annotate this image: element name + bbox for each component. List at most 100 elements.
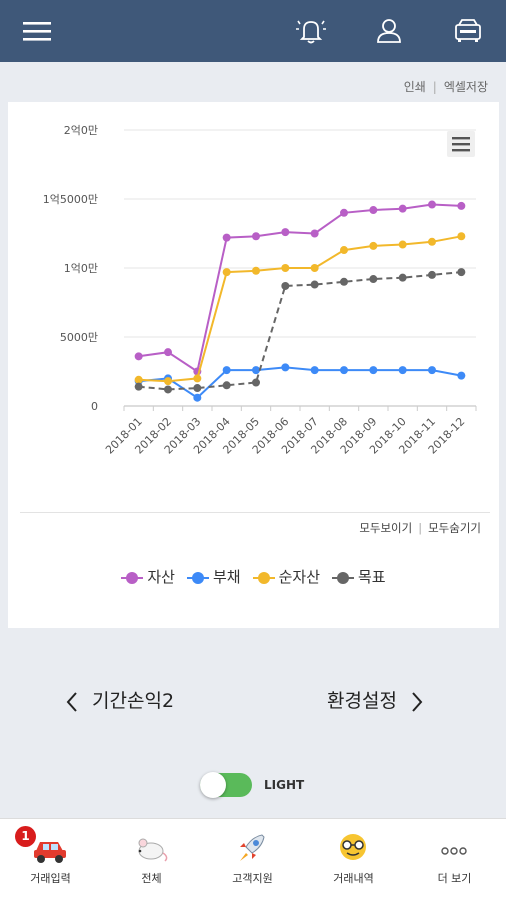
bottom-nav-support[interactable]: 고객지원 — [202, 819, 303, 901]
data-point — [222, 233, 231, 242]
data-point — [340, 277, 348, 286]
data-point — [398, 240, 407, 249]
data-point — [457, 268, 466, 277]
data-point — [310, 280, 319, 289]
prev-page-button[interactable]: 기간손익2 — [64, 686, 174, 714]
data-point — [398, 273, 407, 282]
data-point — [428, 270, 436, 279]
data-point — [457, 371, 466, 380]
data-point — [457, 232, 466, 241]
net-worth-chart: 05000만1억0만1억5000만2억0만2018-012018-022018-… — [43, 124, 477, 457]
data-point — [457, 201, 466, 210]
data-point — [281, 264, 290, 272]
data-point — [134, 375, 143, 384]
data-point — [134, 382, 143, 391]
data-point — [340, 246, 348, 255]
data-point — [164, 348, 172, 357]
bell-icon[interactable] — [294, 14, 328, 48]
chart-menu-icon[interactable] — [447, 131, 475, 157]
prev-page-label: 기간손익2 — [92, 690, 175, 712]
data-point — [398, 366, 407, 375]
legend-item[interactable]: 부채 — [186, 566, 241, 587]
legend-item[interactable]: 순자산 — [252, 566, 320, 587]
data-point — [398, 204, 407, 213]
chart-legend: 자산 부채 순자산 목표 — [8, 566, 499, 587]
series-line — [138, 203, 462, 374]
excel-save-link[interactable]: 엑셀저장 — [443, 80, 488, 94]
toggle-knob — [200, 772, 226, 798]
legend-label: 순자산 — [278, 568, 320, 586]
data-point — [369, 366, 378, 375]
data-point — [252, 266, 260, 275]
data-point — [222, 381, 231, 390]
car-icon — [30, 831, 70, 865]
series-visibility-controls: 모두보이기 | 모두숨기기 — [359, 520, 481, 536]
legend-item[interactable]: 목표 — [332, 566, 386, 587]
rocket-icon — [232, 831, 272, 865]
data-point — [193, 393, 202, 402]
bottom-nav-label: 거래입력 — [30, 872, 71, 885]
data-point — [310, 366, 319, 375]
legend-marker — [186, 571, 209, 584]
data-point — [134, 352, 143, 361]
data-point — [164, 385, 172, 394]
series-line — [138, 271, 462, 391]
bottom-nav-transaction-input[interactable]: 1 거래입력 — [0, 819, 101, 901]
y-tick-label: 5000만 — [60, 331, 98, 344]
notification-badge: 1 — [15, 826, 36, 847]
data-point — [369, 206, 378, 215]
bottom-nav-label: 전체 — [141, 872, 162, 885]
show-all-button[interactable]: 모두보이기 — [359, 521, 413, 535]
data-point — [310, 264, 319, 272]
card-divider — [20, 512, 490, 513]
export-links: 인쇄 | 엑셀저장 — [404, 78, 488, 95]
data-point — [222, 366, 231, 375]
bottom-nav-label: 거래내역 — [333, 872, 374, 885]
data-point — [281, 228, 290, 237]
bottom-nav-more[interactable]: 더 보기 — [404, 819, 505, 901]
hide-all-button[interactable]: 모두숨기기 — [428, 521, 481, 535]
hamburger-icon[interactable] — [20, 14, 54, 48]
bottom-nav-label: 더 보기 — [437, 872, 472, 885]
next-page-label: 환경설정 — [327, 690, 397, 712]
legend-marker — [252, 571, 275, 584]
next-page-button[interactable]: 환경설정 — [327, 686, 425, 714]
y-tick-label: 0 — [91, 400, 98, 413]
chevron-right-icon — [412, 691, 423, 712]
legend-label: 목표 — [358, 568, 386, 586]
bottom-nav-history[interactable]: 거래내역 — [303, 819, 404, 901]
data-point — [252, 366, 260, 375]
user-icon[interactable] — [372, 14, 406, 48]
series-line — [138, 366, 462, 399]
bank-icon[interactable] — [451, 14, 485, 48]
chevron-left-icon — [66, 691, 77, 712]
data-point — [252, 378, 260, 387]
data-point — [369, 275, 378, 284]
data-point — [369, 241, 378, 250]
top-app-bar — [0, 0, 506, 62]
bottom-navigation: 1 거래입력 전체 고객지원 거래내역 더 보기 — [0, 818, 506, 901]
data-point — [222, 268, 231, 277]
mouse-icon — [131, 831, 171, 865]
chart-card: 0 5000만 1억0만 1억5000만 2억0만 2018-01 2018-02 2018-… — [8, 102, 499, 628]
data-point — [310, 229, 319, 238]
theme-toggle-switch[interactable] — [200, 772, 252, 798]
y-tick-label: 1억0만 — [64, 262, 98, 275]
data-point — [340, 366, 348, 375]
legend-marker — [332, 571, 354, 584]
more-dots-icon — [434, 831, 474, 865]
legend-label: 자산 — [147, 568, 175, 586]
data-point — [428, 200, 436, 209]
data-point — [281, 281, 290, 290]
print-link[interactable]: 인쇄 — [403, 80, 426, 94]
legend-item[interactable]: 자산 — [121, 566, 175, 587]
bottom-nav-label: 고객지원 — [232, 872, 273, 885]
data-point — [193, 374, 202, 383]
legend-label: 부채 — [212, 568, 241, 586]
bottom-nav-all[interactable]: 전체 — [101, 819, 202, 901]
y-tick-label: 2억0만 — [64, 124, 98, 137]
legend-marker — [121, 571, 144, 584]
data-point — [164, 377, 172, 386]
data-point — [252, 232, 260, 241]
data-point — [281, 363, 290, 372]
